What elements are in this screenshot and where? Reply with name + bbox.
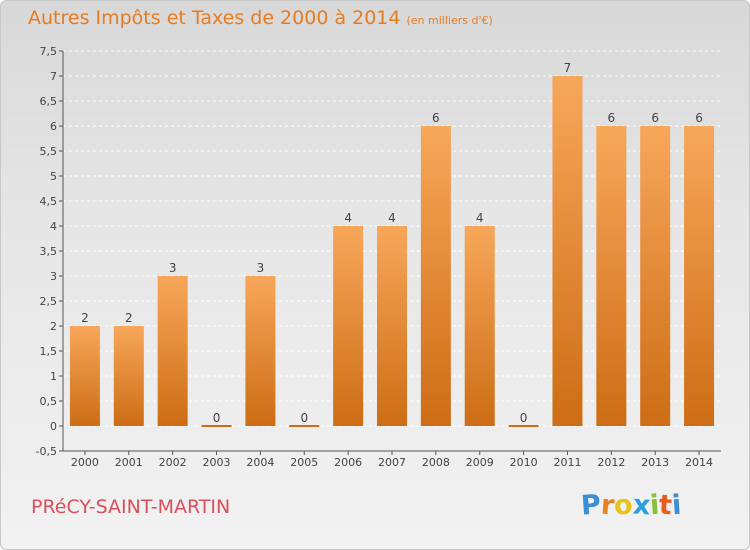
proxiti-logo: Proxiti [579,489,683,522]
bar [377,226,407,426]
data-label: 2 [81,311,89,325]
x-tick-label: 2011 [553,456,581,469]
logo-letter: i [671,489,683,522]
data-label: 6 [432,111,440,125]
y-tick-label: 7,5 [40,45,58,58]
data-label: 4 [388,211,396,225]
x-tick-label: 2003 [203,456,231,469]
bar [420,126,451,426]
x-tick-label: 2009 [466,456,494,469]
bar [464,226,495,426]
y-tick-label: 5 [50,170,57,183]
bar [157,276,188,426]
data-label: 0 [213,411,221,425]
x-tick-label: 2012 [597,456,625,469]
y-tick-label: 0 [50,420,57,433]
x-tick-label: 2007 [378,456,406,469]
y-tick-label: 4,5 [40,195,58,208]
commune-name: PRéCY-SAINT-MARTIN [31,496,231,518]
y-tick-label: 7 [50,70,57,83]
logo-letter: P [579,489,602,522]
bar [552,76,583,426]
x-tick-label: 2006 [334,456,362,469]
x-tick-label: 2004 [246,456,274,469]
bar [69,326,100,426]
y-tick-label: 6 [50,120,57,133]
y-tick-label: 5,5 [40,145,58,158]
logo-letter: o [613,489,634,522]
bar [245,276,276,426]
bar [640,126,671,426]
data-label: 7 [564,61,572,75]
y-tick-label: 3 [50,270,57,283]
chart-unit: (en milliers d'€) [406,14,493,27]
y-tick-label: 0,5 [40,395,58,408]
x-tick-label: 2005 [290,456,318,469]
bar [684,126,715,426]
data-label: 6 [695,111,703,125]
data-label: 3 [257,261,265,275]
bar [333,226,364,426]
y-tick-label: 1 [50,370,57,383]
x-tick-label: 2010 [510,456,538,469]
x-tick-label: 2001 [115,456,143,469]
y-tick-label: 1,5 [40,345,58,358]
x-tick-label: 2000 [71,456,99,469]
x-tick-label: 2002 [159,456,187,469]
data-label: 2 [125,311,133,325]
data-label: 4 [344,211,352,225]
data-label: 0 [520,411,528,425]
x-tick-label: 2013 [641,456,669,469]
bar [596,126,627,426]
y-tick-label: 2 [50,320,57,333]
bar [113,326,144,426]
y-tick-label: 4 [50,220,57,233]
data-label: 6 [608,111,616,125]
data-label: 0 [300,411,308,425]
data-label: 6 [651,111,659,125]
x-tick-label: 2008 [422,456,450,469]
bar [201,425,232,427]
bar [508,425,539,427]
y-tick-label: 2,5 [40,295,58,308]
bar [289,425,320,427]
chart-title: Autres Impôts et Taxes de 2000 à 2014 (en… [28,7,493,29]
y-tick-label: 3,5 [40,245,58,258]
x-tick-label: 2014 [685,456,713,469]
y-tick-label: 6,5 [40,95,58,108]
y-tick-label: -0,5 [36,445,57,458]
data-label: 3 [169,261,177,275]
data-label: 4 [476,211,484,225]
chart-title-text: Autres Impôts et Taxes de 2000 à 2014 [28,7,401,29]
